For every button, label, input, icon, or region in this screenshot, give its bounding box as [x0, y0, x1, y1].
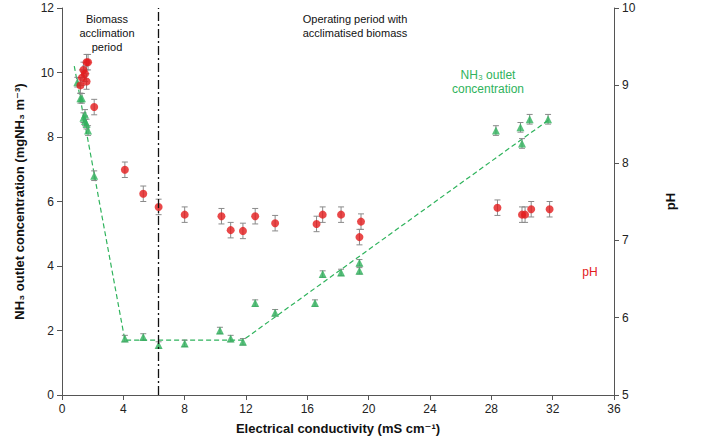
svg-text:12: 12: [41, 1, 55, 15]
svg-text:6: 6: [47, 195, 54, 209]
svg-text:pH: pH: [663, 193, 678, 210]
svg-text:8: 8: [622, 156, 629, 170]
svg-text:0: 0: [59, 402, 66, 416]
svg-text:NH₃ outlet concentration (mgNH: NH₃ outlet concentration (mgNH₃ m⁻³): [12, 83, 27, 319]
svg-text:36: 36: [607, 402, 621, 416]
svg-text:period: period: [92, 41, 123, 53]
svg-text:8: 8: [181, 402, 188, 416]
svg-text:12: 12: [239, 402, 253, 416]
svg-text:5: 5: [622, 388, 629, 402]
svg-text:2: 2: [47, 324, 54, 338]
svg-text:Electrical conductivity (mS cm: Electrical conductivity (mS cm⁻¹): [236, 421, 440, 436]
svg-text:Biomass: Biomass: [86, 13, 129, 25]
svg-text:32: 32: [546, 402, 560, 416]
svg-text:9: 9: [622, 78, 629, 92]
svg-text:acclimation: acclimation: [79, 27, 134, 39]
svg-text:10: 10: [41, 66, 55, 80]
svg-text:24: 24: [423, 402, 437, 416]
svg-text:7: 7: [622, 233, 629, 247]
svg-text:Operating period with: Operating period with: [303, 13, 408, 25]
svg-text:8: 8: [47, 130, 54, 144]
svg-text:NH₃ outlet: NH₃ outlet: [461, 68, 517, 82]
svg-text:6: 6: [622, 311, 629, 325]
svg-text:4: 4: [47, 259, 54, 273]
svg-text:10: 10: [622, 1, 636, 15]
svg-text:20: 20: [362, 402, 376, 416]
svg-text:4: 4: [120, 402, 127, 416]
svg-text:pH: pH: [582, 265, 597, 279]
svg-text:16: 16: [301, 402, 315, 416]
svg-text:28: 28: [485, 402, 499, 416]
svg-text:acclimatised biomass: acclimatised biomass: [303, 27, 408, 39]
svg-text:concentration: concentration: [452, 82, 524, 96]
svg-text:0: 0: [47, 388, 54, 402]
